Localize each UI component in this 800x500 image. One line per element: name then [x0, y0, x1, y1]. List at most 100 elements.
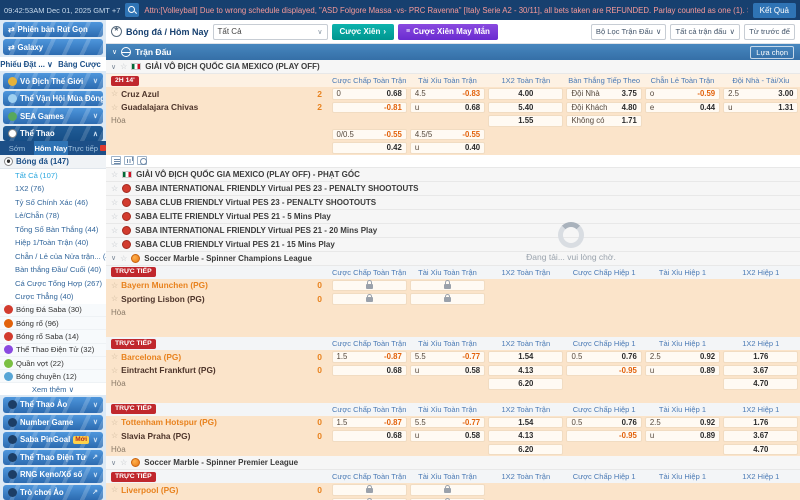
favorite-star-icon[interactable]: ☆ [111, 431, 119, 441]
odds-cell[interactable]: 5.5 -0.77 [409, 416, 486, 428]
favorite-star-icon[interactable]: ☆ [120, 62, 128, 71]
favorite-star-icon[interactable]: ☆ [111, 211, 119, 221]
favorite-star-icon[interactable]: ☆ [111, 102, 119, 112]
sidebar-item-sports[interactable]: Thể Thao ∧ [3, 125, 103, 142]
odds-cell[interactable]: 4.00 [488, 88, 564, 100]
odds-cell[interactable]: 4.5/5 -0.55 [409, 128, 486, 140]
sidebar-item-sport[interactable]: Quần vợt (22) [0, 356, 106, 371]
sidebar-item-sport[interactable]: Bóng chuyền (12) [0, 370, 106, 384]
odds-cell[interactable]: 0.68 [331, 364, 407, 376]
tab-bet-board[interactable]: Bảng Cược [58, 59, 101, 69]
favorite-star-icon[interactable]: ☆ [111, 485, 119, 495]
sidebar-banner-th-thao-i-n-t-[interactable]: Thể Thao Điện Tử ↗ [3, 449, 103, 466]
league-header[interactable]: ☆ GIẢI VÔ ĐỊCH QUỐC GIA MEXICO (PLAY OFF)… [106, 167, 800, 182]
odds-cell[interactable]: 1.54 [488, 416, 564, 428]
tab-early[interactable]: Sớm [8, 143, 26, 153]
odds-cell[interactable]: -0.95 [566, 364, 642, 376]
bet-type-item[interactable]: Tỷ Số Chính Xác (46) [15, 197, 89, 207]
odds-cell[interactable]: u 0.89 [644, 430, 721, 442]
bet-type-item[interactable]: Cá Cược Tổng Hợp (267) [15, 278, 103, 288]
odds-cell[interactable]: u 0.40 [409, 142, 486, 154]
list-view-icon[interactable] [111, 156, 121, 165]
bet-type-item[interactable]: Bàn thắng Đầu/ Cuối (40) [15, 265, 102, 275]
favorite-star-icon[interactable]: ☆ [111, 352, 119, 362]
favorite-star-icon[interactable]: ☆ [120, 458, 128, 467]
odds-cell[interactable]: o -0.59 [644, 88, 721, 100]
odds-cell[interactable]: -0.95 [566, 430, 642, 442]
results-button[interactable]: Kết Quả [752, 2, 796, 18]
league-header[interactable]: ☆ SABA CLUB FRIENDLY Virtual PES 23 - PEN… [106, 195, 800, 210]
filter-dropdown-0[interactable]: Bộ Lọc Trận Đấu ∨ [590, 23, 667, 40]
tab-bet-slip[interactable]: Phiếu Đặt ... ∨ [0, 59, 53, 69]
bet-type-item[interactable]: Hiệp 1/Toàn Trận (40) [15, 238, 89, 248]
favorite-star-icon[interactable]: ☆ [111, 294, 119, 304]
odds-cell[interactable]: 0/0.5 -0.55 [331, 128, 407, 140]
favorite-star-icon[interactable]: ☆ [120, 253, 128, 263]
league-header[interactable]: ☆ SABA CLUB FRIENDLY Virtual PES 21 - 15 … [106, 237, 800, 252]
odds-cell[interactable]: 4.13 [488, 430, 564, 442]
statistics-icon[interactable] [124, 156, 134, 165]
odds-cell[interactable]: u 0.89 [644, 364, 721, 376]
bet-type-item[interactable]: Cược Thẳng (40) [15, 292, 74, 302]
odds-cell[interactable]: u 0.68 [409, 101, 486, 113]
odds-cell[interactable]: 0.42 [331, 142, 407, 154]
favorite-star-icon[interactable]: ☆ [111, 365, 119, 375]
sidebar-item-football[interactable]: Bóng đá (147) [0, 155, 106, 169]
chevron-down-icon[interactable]: ∨ [112, 49, 118, 56]
sidebar-item-sport[interactable]: Bóng rổ Saba (14) [0, 330, 106, 344]
sidebar-banner-tr-ch-i-o[interactable]: Trò chơi Ảo ↗ [3, 484, 103, 500]
show-more-link[interactable]: Xem thêm ∨ [0, 383, 106, 396]
sidebar-item-sea-games[interactable]: SEA Games ∨ [3, 108, 103, 124]
favorite-star-icon[interactable]: ☆ [111, 239, 119, 249]
favorite-star-icon[interactable]: ☆ [111, 417, 119, 427]
bet-type-item[interactable]: 1X2 (76) [15, 184, 45, 194]
odds-cell[interactable]: Đội Nhà 3.75 [566, 88, 642, 100]
league-header[interactable]: ∨ ☆ Soccer Marble - Spinner Premier League [106, 456, 800, 470]
odds-cell[interactable]: 6.20 [488, 378, 564, 390]
odds-cell[interactable]: 4.70 [723, 443, 799, 455]
sidebar-banner-compact-version[interactable]: ⇄ Phiên bản Rút Gọn [3, 22, 103, 38]
odds-cell[interactable]: Không có 1.71 [566, 115, 642, 127]
odds-cell[interactable]: Đội Khách 4.80 [566, 101, 642, 113]
history-icon[interactable] [137, 156, 147, 166]
sidebar-banner-number-game[interactable]: Number Game ∨ [3, 414, 103, 431]
sport-favorite-icon[interactable] [111, 25, 122, 37]
lucky-parlay-button[interactable]: ≡ Cược Xiên May Mắn [398, 23, 498, 40]
odds-cell[interactable]: -0.81 [331, 101, 407, 113]
filter-dropdown-2[interactable]: Từ trước đế [744, 23, 795, 40]
favorite-star-icon[interactable]: ☆ [111, 183, 119, 193]
odds-cell[interactable]: u 1.31 [723, 101, 799, 113]
tab-today[interactable]: Hôm Nay [33, 141, 68, 155]
market-filter-select[interactable]: Tất Cả ∨ [212, 23, 328, 40]
favorite-star-icon[interactable]: ☆ [111, 169, 119, 179]
sidebar-item-world-cup[interactable]: Vô Địch Thế Giới ∨ [3, 73, 103, 89]
odds-cell[interactable]: 1.5 -0.87 [331, 351, 407, 363]
odds-cell[interactable]: 0.5 0.76 [566, 351, 642, 363]
odds-cell[interactable]: u 0.58 [409, 364, 486, 376]
parlay-button[interactable]: Cược Xiên › [331, 23, 395, 40]
favorite-star-icon[interactable]: ☆ [111, 499, 118, 500]
tab-live[interactable]: Trực tiếp [68, 141, 106, 155]
odds-cell[interactable]: 1.76 [723, 416, 799, 428]
sidebar-banner-rng-keno-x-s-[interactable]: RNG Keno/Xổ số ∨ [3, 467, 103, 483]
odds-cell[interactable]: 1.76 [723, 351, 799, 363]
sidebar-item-sport[interactable]: Bóng rổ (96) [0, 317, 106, 331]
odds-cell[interactable]: e 0.44 [644, 101, 721, 113]
sidebar-item-winter-games[interactable]: Thể Vận Hội Mùa Đông∨ [3, 90, 103, 107]
bet-type-item[interactable]: Lẻ/Chẵn (78) [15, 211, 60, 221]
favorite-star-icon[interactable]: ☆ [111, 280, 119, 290]
odds-cell[interactable]: 2.5 0.92 [644, 351, 721, 363]
odds-cell[interactable]: 0 0.68 [331, 88, 407, 100]
sidebar-item-sport[interactable]: Bóng Đá Saba (30) [0, 303, 106, 318]
odds-cell[interactable]: 6.20 [488, 443, 564, 455]
odds-cell[interactable]: 0.68 [331, 430, 407, 442]
league-header[interactable]: ∨ ☆ Soccer Marble - Spinner Champions Leag… [106, 251, 800, 266]
league-header[interactable]: ☆ SABA INTERNATIONAL FRIENDLY Virtual PES… [106, 223, 800, 238]
odds-cell[interactable]: 4.5 -0.83 [409, 88, 486, 100]
odds-cell[interactable]: 2.5 3.00 [723, 88, 799, 100]
odds-cell[interactable]: 1.5 -0.87 [331, 416, 407, 428]
odds-cell[interactable]: 4.13 [488, 364, 564, 376]
sidebar-banner-galaxy[interactable]: ⇄ Galaxy [3, 39, 103, 55]
odds-cell[interactable]: 3.67 [723, 430, 799, 442]
league-header[interactable]: ☆ SABA INTERNATIONAL FRIENDLY Virtual PES… [106, 181, 800, 196]
